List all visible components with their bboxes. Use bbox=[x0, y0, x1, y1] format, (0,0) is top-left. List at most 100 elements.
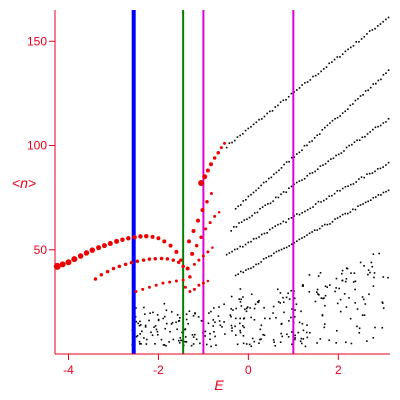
background-point bbox=[382, 20, 384, 23]
background-point bbox=[359, 95, 362, 97]
background-point bbox=[354, 99, 357, 102]
background-point bbox=[280, 322, 283, 325]
data-point bbox=[208, 221, 212, 225]
background-point bbox=[224, 333, 226, 335]
background-point bbox=[260, 233, 263, 236]
background-point bbox=[274, 196, 277, 199]
background-point bbox=[367, 273, 369, 276]
background-point bbox=[288, 320, 290, 322]
background-point bbox=[323, 297, 325, 299]
background-point bbox=[244, 129, 247, 132]
background-point bbox=[169, 330, 171, 333]
background-point bbox=[140, 343, 142, 345]
background-point bbox=[358, 139, 361, 142]
background-point bbox=[245, 307, 248, 310]
background-point bbox=[214, 335, 216, 338]
background-point bbox=[248, 216, 251, 219]
background-point bbox=[363, 314, 366, 316]
background-point bbox=[248, 343, 251, 346]
background-point bbox=[263, 306, 265, 309]
background-point bbox=[324, 285, 327, 288]
background-point bbox=[232, 226, 235, 228]
background-point bbox=[317, 275, 320, 277]
background-point bbox=[291, 343, 293, 346]
background-point bbox=[296, 213, 298, 215]
background-point bbox=[273, 341, 275, 343]
background-point bbox=[299, 340, 302, 343]
data-point bbox=[216, 151, 220, 155]
background-point bbox=[331, 194, 333, 197]
background-point bbox=[150, 331, 152, 334]
axes: -4 -2 0 2 50 100 150 bbox=[27, 10, 390, 377]
background-point bbox=[295, 181, 298, 184]
background-point bbox=[228, 142, 231, 144]
data-point bbox=[205, 168, 210, 173]
background-point bbox=[359, 261, 362, 264]
x-tick-label: 2 bbox=[335, 363, 342, 377]
background-point bbox=[322, 297, 324, 300]
background-point bbox=[252, 266, 255, 268]
background-point bbox=[135, 307, 137, 309]
data-point bbox=[206, 279, 210, 283]
background-point bbox=[185, 341, 188, 343]
background-point bbox=[335, 154, 337, 157]
background-point bbox=[341, 269, 344, 272]
background-point bbox=[358, 41, 360, 43]
background-point bbox=[324, 223, 326, 226]
background-point bbox=[272, 305, 275, 308]
background-point bbox=[328, 339, 330, 342]
background-point bbox=[296, 153, 298, 155]
background-point bbox=[328, 62, 330, 65]
background-point bbox=[308, 141, 311, 143]
background-point bbox=[171, 321, 174, 324]
background-point bbox=[298, 151, 301, 154]
background-point bbox=[382, 122, 385, 124]
background-point bbox=[180, 339, 182, 342]
background-point bbox=[288, 160, 290, 163]
background-point bbox=[294, 338, 296, 341]
background-point bbox=[235, 307, 237, 310]
background-point bbox=[184, 340, 187, 343]
background-point bbox=[262, 258, 265, 260]
background-point bbox=[290, 316, 292, 319]
background-point bbox=[363, 36, 366, 38]
background-point bbox=[192, 315, 195, 317]
background-point bbox=[281, 335, 284, 338]
background-point bbox=[245, 198, 247, 201]
background-point bbox=[280, 167, 283, 169]
background-point bbox=[302, 329, 305, 332]
background-point bbox=[333, 192, 336, 195]
background-point bbox=[234, 325, 236, 328]
background-point bbox=[373, 276, 375, 279]
data-point bbox=[156, 236, 161, 241]
background-point bbox=[350, 272, 352, 274]
background-point bbox=[356, 308, 359, 310]
background-point bbox=[329, 122, 331, 124]
background-point bbox=[255, 189, 257, 192]
background-point bbox=[246, 218, 248, 221]
background-point bbox=[336, 116, 339, 119]
background-point bbox=[345, 341, 347, 344]
x-axis-label: E bbox=[214, 377, 224, 393]
data-point bbox=[105, 269, 110, 274]
background-point bbox=[361, 296, 364, 298]
background-point bbox=[315, 291, 318, 293]
background-point bbox=[346, 108, 349, 111]
background-point bbox=[288, 245, 290, 247]
background-point bbox=[279, 341, 282, 344]
background-point bbox=[306, 81, 309, 83]
background-point bbox=[301, 84, 304, 86]
background-point bbox=[335, 277, 338, 280]
background-point bbox=[306, 144, 308, 147]
background-point bbox=[325, 198, 328, 200]
background-point bbox=[336, 329, 338, 332]
background-point bbox=[300, 337, 303, 340]
background-point bbox=[298, 238, 301, 241]
background-point bbox=[298, 213, 301, 216]
background-point bbox=[314, 74, 317, 77]
background-point bbox=[341, 213, 344, 216]
background-point bbox=[200, 319, 203, 322]
background-point bbox=[361, 136, 364, 139]
data-point bbox=[168, 243, 173, 248]
background-point bbox=[312, 75, 314, 78]
